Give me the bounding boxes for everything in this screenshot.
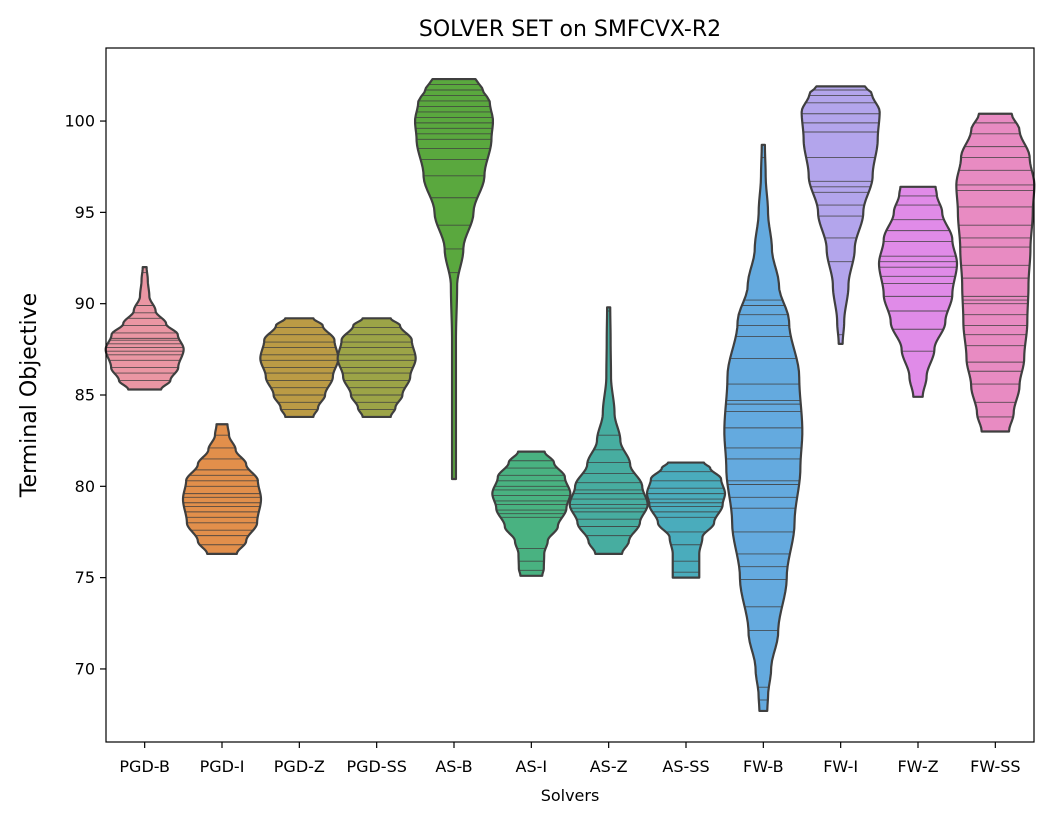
- plot-frame: [105, 47, 1035, 743]
- x-tick-label: PGD-I: [200, 757, 245, 776]
- x-tick-label: AS-B: [435, 757, 472, 776]
- x-tick-label: AS-I: [516, 757, 548, 776]
- violin-body: [568, 306, 649, 555]
- violin-pgd-i: [181, 423, 263, 555]
- violin-fw-b: [723, 143, 804, 713]
- violin-body: [955, 112, 1036, 433]
- violin-pgd-ss: [336, 317, 417, 419]
- y-tick-label: 100: [64, 112, 95, 131]
- violin-body: [181, 423, 263, 555]
- x-tick-label: PGD-Z: [274, 757, 325, 776]
- chart-title: SOLVER SET on SMFCVX-R2: [419, 17, 721, 42]
- violin-as-ss: [645, 461, 727, 579]
- x-tick-label: FW-SS: [970, 757, 1020, 776]
- y-tick-label: 90: [75, 294, 95, 313]
- violin-fw-z: [877, 185, 959, 398]
- violin-fw-i: [800, 85, 881, 345]
- y-axis-label: Terminal Objective: [17, 293, 42, 498]
- x-tick-label: AS-Z: [590, 757, 628, 776]
- x-tick-label: FW-Z: [897, 757, 938, 776]
- violin-body: [413, 77, 495, 481]
- y-tick-label: 80: [75, 477, 95, 496]
- x-tick-label: FW-B: [743, 757, 784, 776]
- x-axis: PGD-B PGD-I PGD-Z PGD-SS AS-B AS-I AS-Z AS-SS FW…: [119, 742, 1021, 776]
- x-tick-label: PGD-B: [119, 757, 170, 776]
- violin-pgd-b: [104, 266, 185, 391]
- violin-as-z: [568, 306, 649, 555]
- violin-body: [800, 85, 881, 345]
- violin-body: [645, 461, 727, 579]
- y-tick-label: 70: [75, 659, 95, 678]
- violin-body: [877, 185, 959, 398]
- y-tick-label: 95: [75, 203, 95, 222]
- violin-body: [104, 266, 185, 391]
- x-tick-label: PGD-SS: [346, 757, 406, 776]
- violin-as-b: [413, 77, 495, 481]
- y-tick-label: 85: [75, 386, 95, 405]
- y-tick-label: 75: [75, 568, 95, 587]
- x-axis-label: Solvers: [541, 786, 600, 805]
- x-tick-label: FW-I: [823, 757, 858, 776]
- violin-as-i: [491, 450, 572, 577]
- x-tick-label: AS-SS: [662, 757, 709, 776]
- violins-group: [104, 77, 1036, 713]
- y-axis: 70 75 80 85 90 95 100: [64, 112, 106, 678]
- violin-pgd-z: [259, 317, 340, 419]
- violin-fw-ss: [955, 112, 1036, 433]
